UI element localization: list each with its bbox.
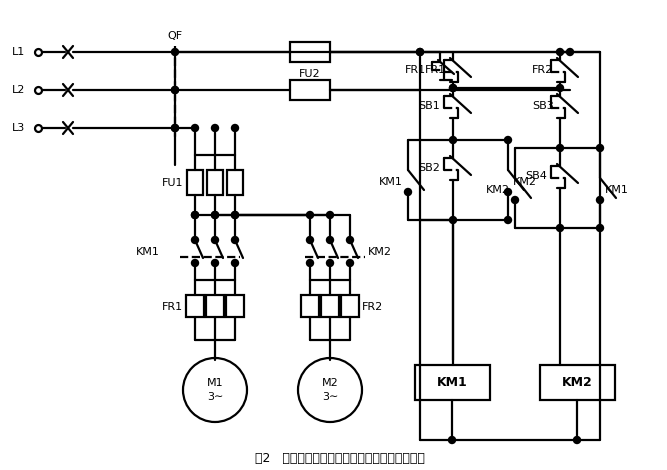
Circle shape [504,188,512,196]
Bar [187,170,203,195]
Text: KM2: KM2 [486,185,510,195]
Text: KM2: KM2 [562,376,592,390]
Circle shape [307,236,313,243]
Circle shape [416,48,424,55]
Text: FR2: FR2 [362,302,384,312]
Text: FR1: FR1 [425,65,446,75]
Text: KM1: KM1 [136,247,160,257]
Circle shape [404,188,412,196]
Circle shape [556,225,564,232]
Circle shape [231,212,239,219]
Circle shape [171,86,179,94]
Bar [290,42,330,62]
Bar [321,295,339,317]
Text: SB2: SB2 [418,163,440,173]
Circle shape [504,217,512,224]
Circle shape [596,196,604,204]
Circle shape [231,236,239,243]
Circle shape [450,85,456,92]
Bar [186,295,204,317]
Circle shape [211,259,219,266]
Circle shape [450,136,456,143]
Circle shape [171,48,179,55]
Text: KM2: KM2 [513,177,537,187]
Text: FU2: FU2 [299,69,321,79]
Circle shape [346,259,354,266]
Circle shape [307,212,313,219]
Circle shape [191,212,199,219]
Bar [540,365,615,400]
Text: SB1: SB1 [418,101,440,111]
Text: KM1: KM1 [605,185,629,195]
Circle shape [327,212,334,219]
Circle shape [556,85,564,92]
Text: L2: L2 [12,85,25,95]
Text: KM1: KM1 [437,376,468,390]
Bar [415,365,490,400]
Text: QF: QF [167,31,183,41]
Text: KM1: KM1 [379,177,403,187]
Circle shape [450,217,456,224]
Bar [226,295,244,317]
Circle shape [211,236,219,243]
Text: FR2: FR2 [532,65,553,75]
Text: 3∼: 3∼ [321,392,338,402]
Circle shape [504,136,512,143]
Circle shape [171,86,179,94]
Circle shape [574,437,580,444]
Circle shape [346,236,354,243]
Text: KM2: KM2 [368,247,392,257]
Text: M1: M1 [207,378,223,388]
Circle shape [450,85,456,92]
Circle shape [191,125,199,132]
Circle shape [327,259,334,266]
Bar [290,80,330,100]
Bar [206,295,224,317]
Text: SB4: SB4 [525,171,547,181]
Bar [301,295,319,317]
Circle shape [416,48,424,55]
Circle shape [566,48,574,55]
Circle shape [211,212,219,219]
Circle shape [211,212,219,219]
Circle shape [231,259,239,266]
Circle shape [596,144,604,151]
Circle shape [211,125,219,132]
Text: M2: M2 [321,378,338,388]
Text: FR1: FR1 [405,65,426,75]
Circle shape [327,236,334,243]
Text: SB3: SB3 [532,101,554,111]
Circle shape [556,48,564,55]
Circle shape [556,144,564,151]
Text: L1: L1 [12,47,25,57]
Circle shape [512,196,518,204]
Circle shape [307,259,313,266]
Circle shape [231,125,239,132]
Circle shape [191,259,199,266]
Text: FR1: FR1 [162,302,183,312]
Bar [341,295,359,317]
Bar [207,170,223,195]
Circle shape [191,212,199,219]
Circle shape [596,225,604,232]
Circle shape [231,212,239,219]
Text: 图2   电动机顺序启动逆序停止联锁手动控制电路: 图2 电动机顺序启动逆序停止联锁手动控制电路 [255,452,425,464]
Text: 3∼: 3∼ [207,392,223,402]
Circle shape [171,125,179,132]
Circle shape [448,437,456,444]
Text: L3: L3 [12,123,25,133]
Circle shape [171,125,179,132]
Bar [227,170,243,195]
Circle shape [191,236,199,243]
Text: FU1: FU1 [161,178,183,188]
